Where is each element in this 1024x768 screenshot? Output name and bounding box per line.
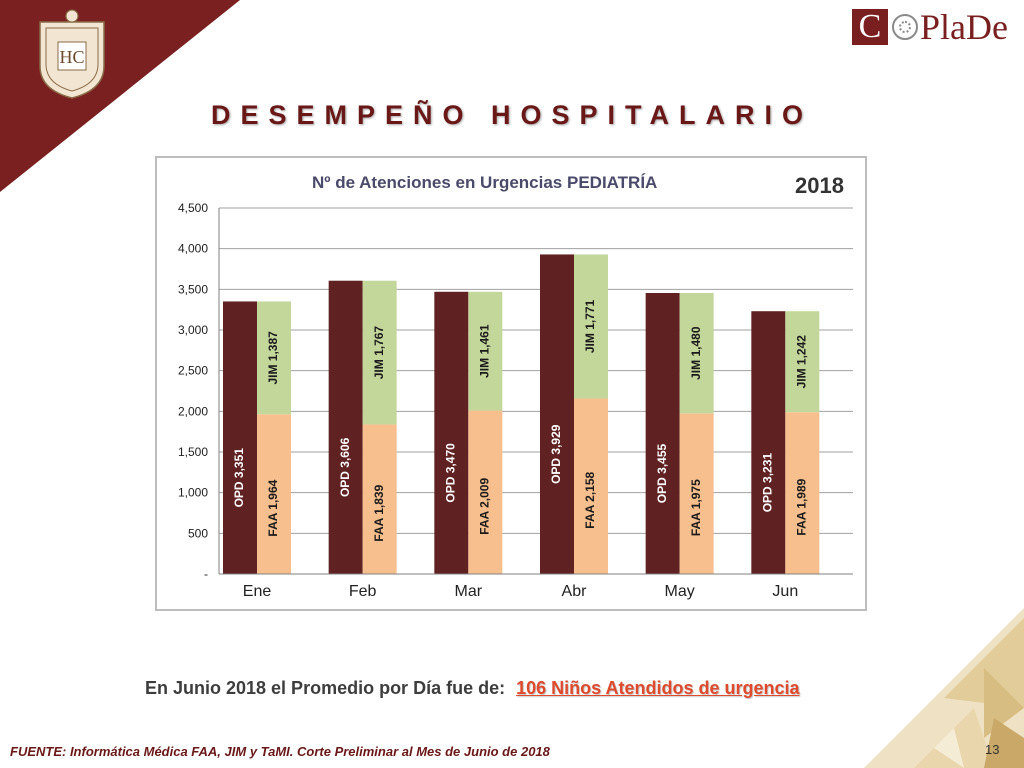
y-tick-label: 2,000 <box>178 404 208 418</box>
data-label-faa: FAA 1,839 <box>372 484 386 541</box>
bar-faa <box>468 410 503 574</box>
chart-year-label: 2018 <box>795 173 844 198</box>
data-label-faa: FAA 2,158 <box>583 471 597 528</box>
page-number: 13 <box>985 742 1000 757</box>
summary-text: En Junio 2018 el Promedio por Día fue de… <box>145 678 506 698</box>
y-tick-label: 3,000 <box>178 323 208 337</box>
x-tick-label: May <box>665 583 695 600</box>
data-label-opd: OPD 3,929 <box>549 424 563 484</box>
data-label-faa: FAA 1,989 <box>795 478 809 535</box>
x-tick-label: Ene <box>243 583 272 600</box>
data-label-opd: OPD 3,231 <box>761 453 775 513</box>
stacked-bar-chart: Nº de Atenciones en Urgencias PEDIATRÍA … <box>178 173 853 600</box>
bar-opd <box>540 254 574 574</box>
y-tick-label: 1,500 <box>178 445 208 459</box>
bar-jim <box>679 292 714 414</box>
y-tick-label: 500 <box>188 526 208 540</box>
bar-jim <box>785 311 820 413</box>
data-label-jim: JIM 1,480 <box>689 326 703 380</box>
source-note: FUENTE: Informática Médica FAA, JIM y Ta… <box>10 744 550 759</box>
data-label-jim: JIM 1,242 <box>795 335 809 389</box>
data-label-faa: FAA 2,009 <box>478 478 492 535</box>
x-tick-label: Jun <box>772 583 798 600</box>
coplade-logo: C PlaDe <box>852 8 1008 46</box>
data-label-jim: JIM 1,767 <box>372 326 386 380</box>
bar-opd <box>328 280 363 574</box>
hospital-crest-logo: HC <box>39 9 105 99</box>
logo-text: PlaDe <box>920 7 1008 47</box>
bar-faa <box>785 412 820 574</box>
summary-line: En Junio 2018 el Promedio por Día fue de… <box>145 678 800 699</box>
y-tick-label: 3,500 <box>178 282 208 296</box>
bar-faa <box>574 398 608 574</box>
y-tick-label: 1,000 <box>178 486 208 500</box>
bar-opd <box>645 292 680 574</box>
data-label-jim: JIM 1,461 <box>478 324 492 378</box>
corner-triangles-decoration <box>864 608 1024 768</box>
x-tick-label: Mar <box>455 583 483 600</box>
data-label-opd: OPD 3,351 <box>232 448 246 508</box>
y-tick-label: - <box>204 567 208 581</box>
data-label-faa: FAA 1,975 <box>689 479 703 536</box>
bar-jim <box>362 280 397 425</box>
data-label-opd: OPD 3,606 <box>338 437 352 497</box>
bar-faa <box>679 413 714 574</box>
bar-opd <box>751 311 786 574</box>
bar-opd <box>223 301 257 574</box>
y-tick-label: 2,500 <box>178 364 208 378</box>
data-label-opd: OPD 3,455 <box>655 443 669 503</box>
bar-faa <box>257 414 291 574</box>
y-tick-label: 4,000 <box>178 242 208 256</box>
data-label-opd: OPD 3,470 <box>444 443 458 503</box>
summary-highlight: 106 Niños Atendidos de urgencia <box>516 678 800 698</box>
bar-jim <box>468 291 503 411</box>
chart-frame: Nº de Atenciones en Urgencias PEDIATRÍA … <box>155 156 867 611</box>
bar-jim <box>574 254 608 399</box>
bar-opd <box>434 291 469 574</box>
data-label-jim: JIM 1,387 <box>266 331 280 385</box>
bar-faa <box>362 424 397 574</box>
bar-jim <box>257 301 291 415</box>
data-label-jim: JIM 1,771 <box>583 299 597 353</box>
page-title: DESEMPEÑO HOSPITALARIO <box>210 100 814 130</box>
x-tick-label: Feb <box>349 583 377 600</box>
logo-letter-box: C <box>852 9 888 45</box>
rosette-icon <box>892 14 918 40</box>
crest-monogram: HC <box>59 47 84 67</box>
y-tick-label: 4,500 <box>178 201 208 215</box>
chart-title: Nº de Atenciones en Urgencias PEDIATRÍA <box>312 173 657 192</box>
data-label-faa: FAA 1,964 <box>266 479 280 536</box>
x-tick-label: Abr <box>562 583 588 600</box>
